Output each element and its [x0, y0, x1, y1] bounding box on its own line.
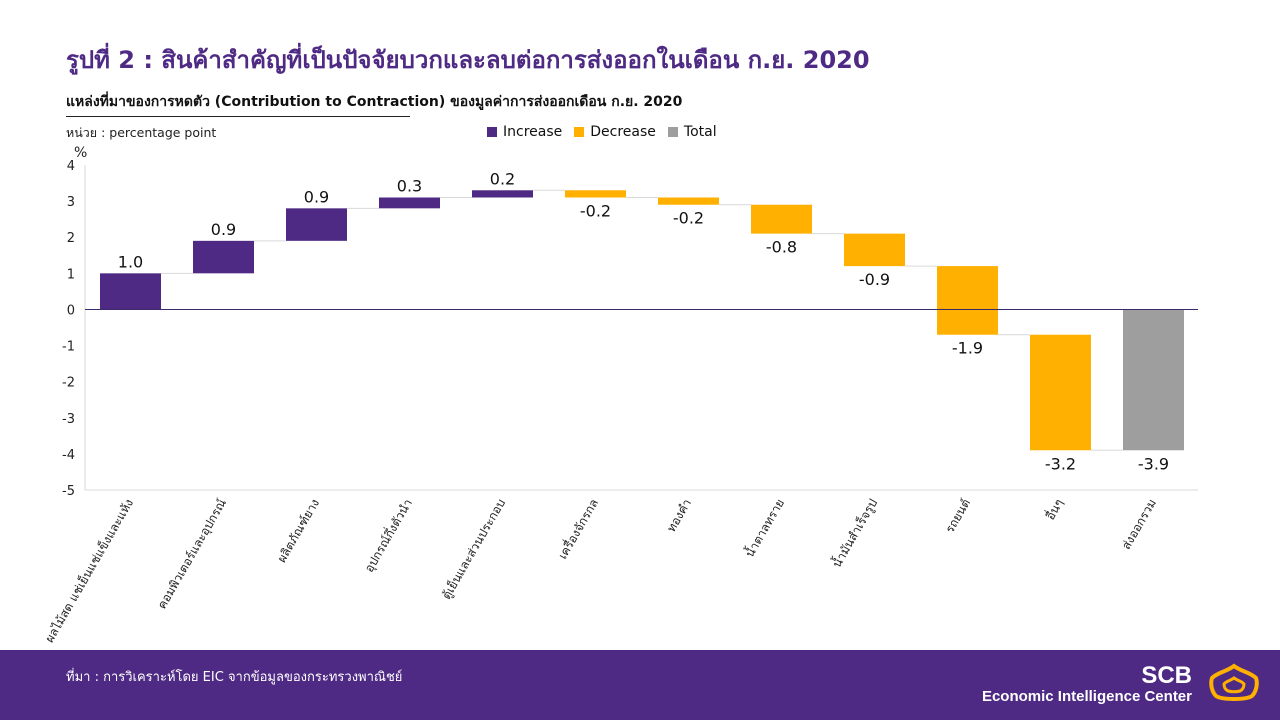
x-tick-label: น้ำมันสำเร็จรูป: [828, 496, 881, 571]
legend-swatch-increase: [487, 127, 497, 137]
y-tick-label: -4: [62, 448, 75, 463]
x-tick-label: น้ำตาลทราย: [741, 496, 787, 560]
scb-logo-icon: [1209, 663, 1259, 701]
bar: [379, 197, 440, 209]
data-label: -3.9: [1138, 454, 1169, 473]
x-axis-labels: ผลไม้สด แช่เย็นแช่แข็งและแห้ง คอมพิวเตอร์…: [42, 496, 1160, 645]
chart-title: รูปที่ 2 : สินค้าสำคัญที่เป็นปัจจัยบวกแล…: [66, 46, 870, 74]
y-tick-label: -1: [62, 340, 75, 355]
x-tick-label: อื่นๆ: [1041, 496, 1066, 523]
bar: [193, 240, 254, 274]
legend-label-decrease: Decrease: [590, 124, 656, 140]
bar: [565, 190, 626, 198]
brand-subtitle: Economic Intelligence Center: [981, 688, 1192, 705]
x-tick-label: อุปกรณ์กึ่งตัวนำ: [360, 496, 416, 576]
bar: [1123, 309, 1184, 451]
y-tick-label: -2: [62, 376, 75, 391]
x-tick-label: ตู้เย็นและส่วนประกอบ: [438, 496, 509, 602]
x-tick-label: ทองคำ: [664, 497, 694, 535]
x-tick-label: ส่งออกรวม: [1119, 497, 1159, 552]
footer-bar: ที่มา : การวิเคราะห์โดย EIC จากข้อมูลของ…: [0, 650, 1280, 720]
chart-subtitle: แหล่งที่มาของการหดตัว (Contribution to C…: [66, 94, 683, 110]
y-tick-label: 4: [67, 159, 75, 174]
y-tick-label: 1: [67, 267, 75, 282]
bar: [937, 266, 998, 335]
bar: [844, 233, 905, 267]
data-label: 0.9: [211, 220, 236, 239]
legend-item-increase: Increase: [487, 124, 562, 140]
x-tick-label: ผลิตภัณฑ์ยาง: [275, 497, 323, 565]
legend-item-decrease: Decrease: [574, 124, 656, 140]
bar: [286, 208, 347, 241]
y-tick-label: 2: [67, 231, 75, 246]
y-axis-label: %: [74, 145, 87, 161]
bars: [100, 190, 1184, 451]
bar: [472, 190, 533, 198]
x-tick-label: เครื่องจักรกล: [554, 496, 601, 562]
data-label: -0.9: [859, 270, 890, 289]
legend-label-total: Total: [683, 124, 717, 140]
bar: [1030, 334, 1091, 451]
x-tick-label: ผลไม้สด แช่เย็นแช่แข็งและแห้ง: [42, 496, 137, 645]
bar: [751, 204, 812, 234]
data-label: 0.2: [490, 169, 515, 188]
data-label: -0.2: [673, 209, 704, 228]
legend-item-total: Total: [667, 124, 717, 140]
data-label: -0.8: [766, 238, 797, 257]
y-tick-label: -5: [62, 484, 75, 499]
y-tick-label: 0: [67, 303, 75, 318]
bar: [100, 273, 161, 310]
y-axis: 4 3 2 1 0 -1 -2 -3 -4 -5%: [62, 145, 1198, 499]
legend-swatch-total: [667, 127, 678, 137]
source-note: ที่มา : การวิเคราะห์โดย EIC จากข้อมูลของ…: [66, 670, 403, 685]
y-tick-label: 3: [67, 195, 75, 210]
value-labels: 1.0 0.9 0.9 0.3 0.2 -0.2 -0.2 -0.8 -0.9 -1.9 -3.2 -…: [118, 169, 1169, 473]
connector-lines: [161, 189, 1123, 451]
bar: [658, 197, 719, 205]
data-label: -1.9: [952, 339, 983, 358]
legend-label-increase: Increase: [503, 124, 563, 140]
data-label: 0.3: [397, 177, 422, 196]
data-label: -0.2: [580, 202, 611, 221]
chart-legend: Increase Decrease Total: [487, 124, 717, 140]
data-label: -3.2: [1045, 454, 1076, 473]
x-tick-label: รถยนต์: [943, 497, 973, 536]
brand-name: SCB: [1141, 662, 1192, 689]
subtitle-underline: [66, 116, 410, 117]
data-label: 0.9: [304, 187, 329, 206]
waterfall-chart: 4 3 2 1 0 -1 -2 -3 -4 -5% 1.0 0.9 0.9 0.3 0.2 -0.2 -0.2…: [42, 145, 1198, 645]
legend-swatch-decrease: [574, 127, 585, 137]
data-label: 1.0: [118, 252, 143, 271]
y-tick-label: -3: [62, 412, 75, 427]
unit-note: หน่วย : percentage point: [66, 125, 217, 140]
x-tick-label: คอมพิวเตอร์และอุปกรณ์: [155, 497, 230, 612]
